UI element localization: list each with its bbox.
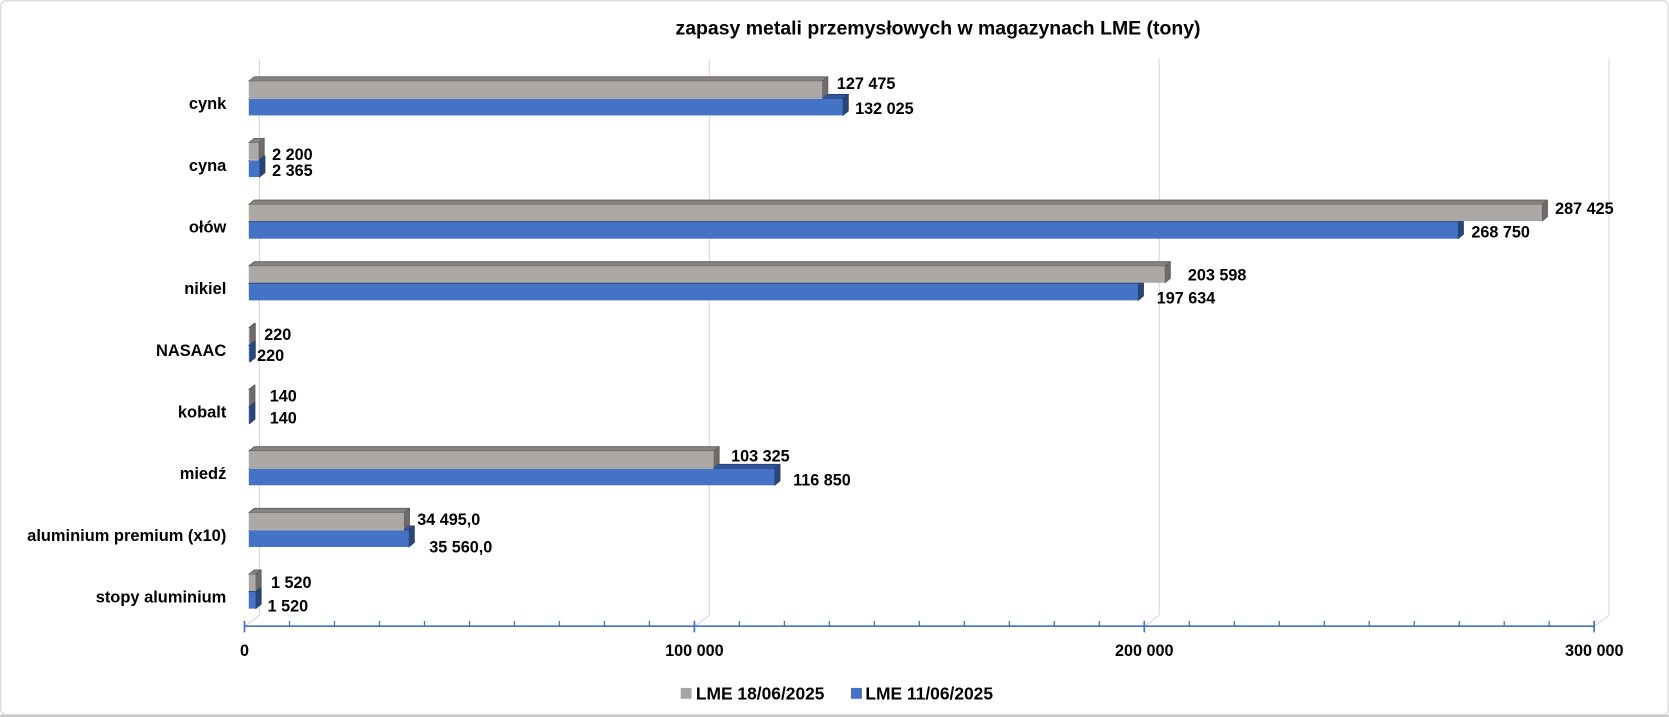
- svg-text:140: 140: [270, 387, 297, 405]
- svg-text:LME 18/06/2025: LME 18/06/2025: [696, 684, 825, 704]
- svg-text:nikiel: nikiel: [184, 280, 226, 298]
- svg-text:NASAAC: NASAAC: [156, 342, 226, 360]
- svg-text:287 425: 287 425: [1555, 200, 1614, 218]
- svg-text:0: 0: [240, 642, 249, 660]
- svg-text:1 520: 1 520: [271, 574, 312, 592]
- svg-text:cyna: cyna: [189, 157, 227, 175]
- svg-text:197 634: 197 634: [1157, 290, 1216, 308]
- svg-text:kobalt: kobalt: [178, 403, 227, 421]
- svg-text:2 200: 2 200: [272, 146, 313, 164]
- svg-text:132 025: 132 025: [855, 100, 914, 118]
- svg-text:103 325: 103 325: [731, 448, 790, 466]
- svg-text:116 850: 116 850: [793, 472, 851, 490]
- svg-text:220: 220: [257, 347, 284, 365]
- svg-text:200 000: 200 000: [1115, 642, 1174, 660]
- svg-text:miedź: miedź: [180, 465, 227, 483]
- svg-text:220: 220: [264, 326, 291, 344]
- svg-text:zapasy metali przemysłowych w: zapasy metali przemysłowych w magazynach…: [676, 17, 1201, 39]
- svg-text:127 475: 127 475: [837, 75, 896, 93]
- svg-text:1 520: 1 520: [268, 597, 309, 615]
- svg-text:100 000: 100 000: [665, 642, 724, 660]
- svg-text:35 560,0: 35 560,0: [429, 539, 492, 557]
- svg-text:140: 140: [270, 410, 297, 428]
- svg-text:LME 11/06/2025: LME 11/06/2025: [865, 684, 993, 704]
- svg-text:203 598: 203 598: [1188, 267, 1247, 285]
- svg-text:34 495,0: 34 495,0: [417, 511, 480, 529]
- svg-text:268 750: 268 750: [1471, 224, 1530, 242]
- svg-text:stopy aluminium: stopy aluminium: [96, 588, 227, 606]
- svg-text:aluminium premium (x10): aluminium premium (x10): [27, 527, 226, 545]
- svg-text:cynk: cynk: [189, 95, 227, 113]
- svg-text:ołów: ołów: [189, 219, 227, 237]
- svg-text:2 365: 2 365: [272, 162, 313, 180]
- svg-text:300 000: 300 000: [1565, 642, 1624, 660]
